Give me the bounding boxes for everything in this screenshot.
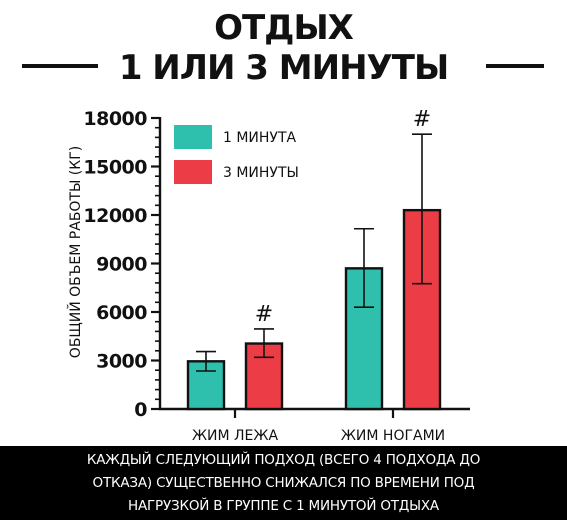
bar-chart: 0 3000 6000 9000 12000 15000 18000 ОБЩИЙ ОБЪЕМ … [66,107,470,444]
title-line-2: 1 ИЛИ 3 МИНУТЫ [118,48,449,88]
legend-swatch [174,125,212,149]
significance-marker: # [413,107,431,132]
y-tick-label: 18000 [83,108,147,130]
y-tick-label: 6000 [96,302,147,324]
bar-one-minute [344,267,384,411]
caption-line-2: ОТКАЗА) СУЩЕСТВЕННО СНИЖАЛСЯ ПО ВРЕМЕНИ … [92,475,475,491]
y-tick-label: 15000 [83,157,147,179]
caption-line-1: КАЖДЫЙ СЛЕДУЮЩИЙ ПОДХОД (ВСЕГО 4 ПОДХОДА… [86,452,481,468]
y-tick-label: 3000 [96,351,147,373]
y-axis-title: ОБЩИЙ ОБЪЕМ РАБОТЫ (КГ) [66,146,84,358]
y-tick-label: 9000 [96,254,147,276]
title-rule-right [486,64,544,68]
caption-line-3: НАГРУЗКОЙ В ГРУППЕ С 1 МИНУТОЙ ОТДЫХА [128,498,439,514]
x-tick-label: ЖИМ НОГАМИ [341,428,445,444]
y-tick-label: 0 [134,399,147,421]
y-tick-label: 12000 [83,205,147,227]
title-rule-left [22,64,98,68]
legend-label: 3 МИНУТЫ [223,165,299,181]
title-line-1: ОТДЫХ [214,8,354,48]
legend-label: 1 МИНУТА [223,130,297,146]
legend-swatch [174,160,212,184]
caption-panel: КАЖДЫЙ СЛЕДУЮЩИЙ ПОДХОД (ВСЕГО 4 ПОДХОДА… [0,446,567,520]
x-tick-label: ЖИМ ЛЕЖА [192,428,279,444]
significance-marker: # [255,302,273,327]
